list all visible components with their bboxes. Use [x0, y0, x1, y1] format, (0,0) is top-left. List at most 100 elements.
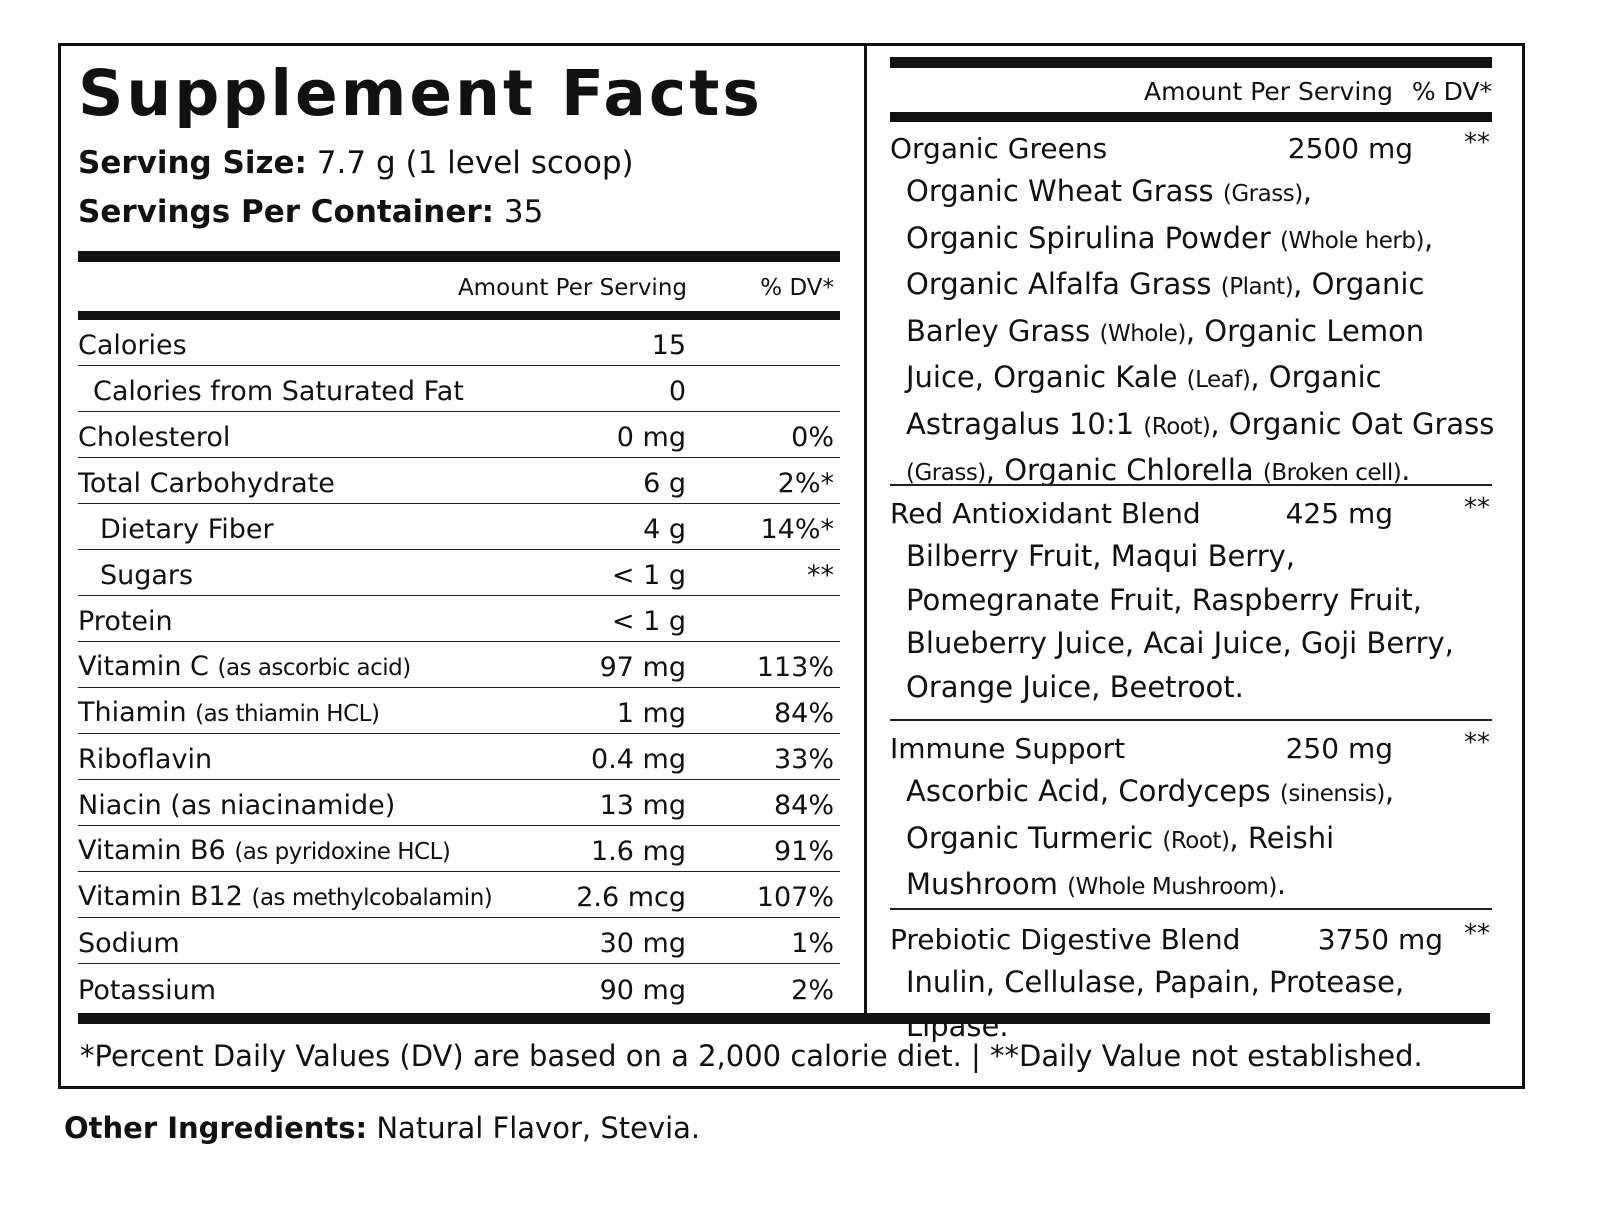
medium-rule: [78, 311, 840, 320]
nutrient-name: Vitamin B12 (as methylcobalamin): [78, 881, 493, 914]
bottom-thick-rule: [78, 1013, 1490, 1024]
nutrient-amount: 0.4 mg: [591, 744, 686, 775]
nutrient-amount: < 1 g: [611, 560, 686, 591]
serving-size-label: Serving Size:: [78, 145, 307, 181]
nutrient-amount: 1 mg: [616, 698, 686, 729]
nutrient-row: Vitamin C (as ascorbic acid) 97 mg 113%: [78, 642, 840, 688]
column-divider: [864, 43, 867, 1013]
supplement-facts-panel: [58, 43, 1525, 1089]
nutrient-dv: 2%: [791, 975, 834, 1006]
nutrient-amount: 90 mg: [599, 975, 686, 1006]
right-dv-header: % DV*: [1411, 77, 1492, 106]
blend-amount: 425 mg: [1285, 497, 1393, 530]
blend-ingredients: Organic Wheat Grass (Grass), Organic Spi…: [906, 170, 1511, 496]
right-thick-rule: [890, 57, 1492, 68]
blend-amount: 2500 mg: [1287, 132, 1413, 165]
nutrient-row: Sodium 30 mg 1%: [78, 918, 840, 964]
nutrient-row: Protein < 1 g: [78, 596, 840, 642]
blend-block: Immune Support 250 mg ** Ascorbic Acid, Cor…: [890, 728, 1511, 910]
right-amount-header: Amount Per Serving: [1144, 77, 1393, 106]
blend-header: Red Antioxidant Blend 425 mg **: [890, 493, 1510, 535]
blend-ingredient-text: , Organic Barley Grass: [906, 267, 1425, 348]
nutrient-name-text: Total Carbohydrate: [78, 468, 335, 499]
blend-ingredient-text: , Organic Turmeric: [906, 774, 1395, 855]
nutrient-dv: 84%: [773, 790, 834, 821]
nutrient-dv: 84%: [773, 698, 834, 729]
nutrient-qualifier: (as pyridoxine HCL): [234, 839, 451, 865]
footnote: *Percent Daily Values (DV) are based on …: [80, 1039, 1423, 1073]
blend-divider: [890, 908, 1492, 910]
nutrient-name-text: Vitamin B12: [78, 881, 243, 912]
nutrient-row: Vitamin B6 (as pyridoxine HCL) 1.6 mg 91%: [78, 826, 840, 872]
nutrient-row: Thiamin (as thiamin HCL) 1 mg 84%: [78, 688, 840, 734]
nutrient-dv: 33%: [773, 744, 834, 775]
nutrient-dv: 14%*: [760, 514, 834, 545]
nutrient-amount: 30 mg: [599, 928, 686, 959]
nutrient-name: Riboflavin: [78, 744, 212, 776]
nutrient-name-text: Sugars: [100, 560, 194, 591]
nutrient-name-text: Vitamin C: [78, 651, 209, 682]
nutrient-name: Dietary Fiber: [100, 514, 274, 546]
blend-ingredient-qualifier: (Grass): [1222, 181, 1303, 207]
nutrient-row: Total Carbohydrate 6 g 2%*: [78, 458, 840, 504]
blend-ingredients: Ascorbic Acid, Cordyceps (sinensis), Org…: [906, 770, 1511, 910]
nutrient-dv: 113%: [756, 652, 834, 683]
left-dv-header: % DV*: [760, 275, 834, 301]
blend-divider: [890, 484, 1492, 486]
servings-per-container: Servings Per Container: 35: [78, 192, 543, 232]
nutrient-amount: 6 g: [643, 468, 686, 499]
nutrient-name: Vitamin B6 (as pyridoxine HCL): [78, 835, 451, 868]
nutrient-name: Potassium: [78, 975, 216, 1007]
nutrient-name: Niacin (as niacinamide): [78, 790, 395, 822]
blend-ingredient-qualifier: (Grass): [906, 460, 986, 486]
blend-name: Immune Support: [890, 732, 1126, 765]
nutrient-amount: 4 g: [643, 514, 686, 545]
blend-ingredient-text: , Organic Lemon Juice, Organic Kale: [906, 313, 1425, 395]
nutrient-name-text: Thiamin: [78, 697, 187, 728]
blend-ingredient-text: , Organic Chlorella: [985, 453, 1263, 487]
nutrient-row: Calories 15: [78, 320, 840, 366]
nutrient-name: Sugars: [100, 560, 193, 592]
blend-ingredient-text: , Organic Alfalfa Grass: [906, 220, 1434, 302]
blend-ingredient-text: Inulin, Cellulase, Papain, Protease, Lip…: [906, 965, 1405, 1043]
nutrient-amount: 2.6 mcg: [576, 882, 686, 913]
blend-amount: 250 mg: [1285, 732, 1393, 765]
nutrient-amount: 13 mg: [599, 790, 686, 821]
nutrient-row: Calories from Saturated Fat 0: [78, 366, 840, 412]
nutrient-row: Sugars < 1 g **: [78, 550, 840, 596]
nutrient-amount: 0 mg: [616, 422, 686, 453]
blend-ingredients: Bilberry Fruit, Maqui Berry, Pomegranate…: [906, 535, 1511, 709]
blend-header: Immune Support 250 mg **: [890, 728, 1510, 770]
blend-block: Prebiotic Digestive Blend 3750 mg ** Inulin…: [890, 919, 1510, 1048]
nutrient-qualifier: (as methylcobalamin): [251, 885, 493, 911]
blend-ingredient-qualifier: (Root): [1143, 413, 1211, 440]
blend-name: Organic Greens: [890, 132, 1108, 165]
blend-ingredient-qualifier: (Whole herb): [1279, 227, 1424, 254]
blend-dv: **: [1464, 728, 1490, 758]
blend-dv: **: [1464, 493, 1490, 523]
nutrient-amount: < 1 g: [611, 606, 686, 637]
blend-ingredient-text: , Organic Astragalus 10:1: [906, 360, 1382, 441]
serving-size-value: 7.7 g (1 level scoop): [306, 145, 634, 181]
blend-ingredient-text: Organic Wheat Grass: [906, 174, 1223, 208]
nutrient-amount: 15: [651, 330, 686, 361]
nutrient-name: Sodium: [78, 928, 180, 960]
nutrient-dv: 91%: [773, 836, 834, 867]
nutrient-name: Cholesterol: [78, 422, 230, 454]
blend-ingredient-text: , Reishi Mushroom: [906, 820, 1335, 902]
blend-ingredient-qualifier: (Whole): [1099, 320, 1186, 347]
nutrient-name: Calories: [78, 330, 187, 362]
left-amount-header: Amount Per Serving: [457, 275, 687, 301]
nutrient-amount: 1.6 mg: [591, 836, 686, 867]
other-ingredients-value: Natural Flavor, Stevia.: [367, 1111, 701, 1145]
nutrient-row: Dietary Fiber 4 g 14%*: [78, 504, 840, 550]
nutrient-qualifier: (as ascorbic acid): [217, 655, 411, 681]
servings-per-container-label: Servings Per Container:: [78, 194, 495, 230]
other-ingredients: Other Ingredients: Natural Flavor, Stevi…: [64, 1108, 700, 1148]
servings-per-container-value: 35: [494, 194, 544, 230]
nutrient-name-text: Protein: [78, 606, 173, 637]
nutrient-row: Niacin (as niacinamide) 13 mg 84%: [78, 780, 840, 826]
blend-name: Prebiotic Digestive Blend: [890, 923, 1241, 956]
nutrient-name-text: Vitamin B6: [78, 835, 226, 866]
blend-amount: 3750 mg: [1317, 923, 1443, 956]
